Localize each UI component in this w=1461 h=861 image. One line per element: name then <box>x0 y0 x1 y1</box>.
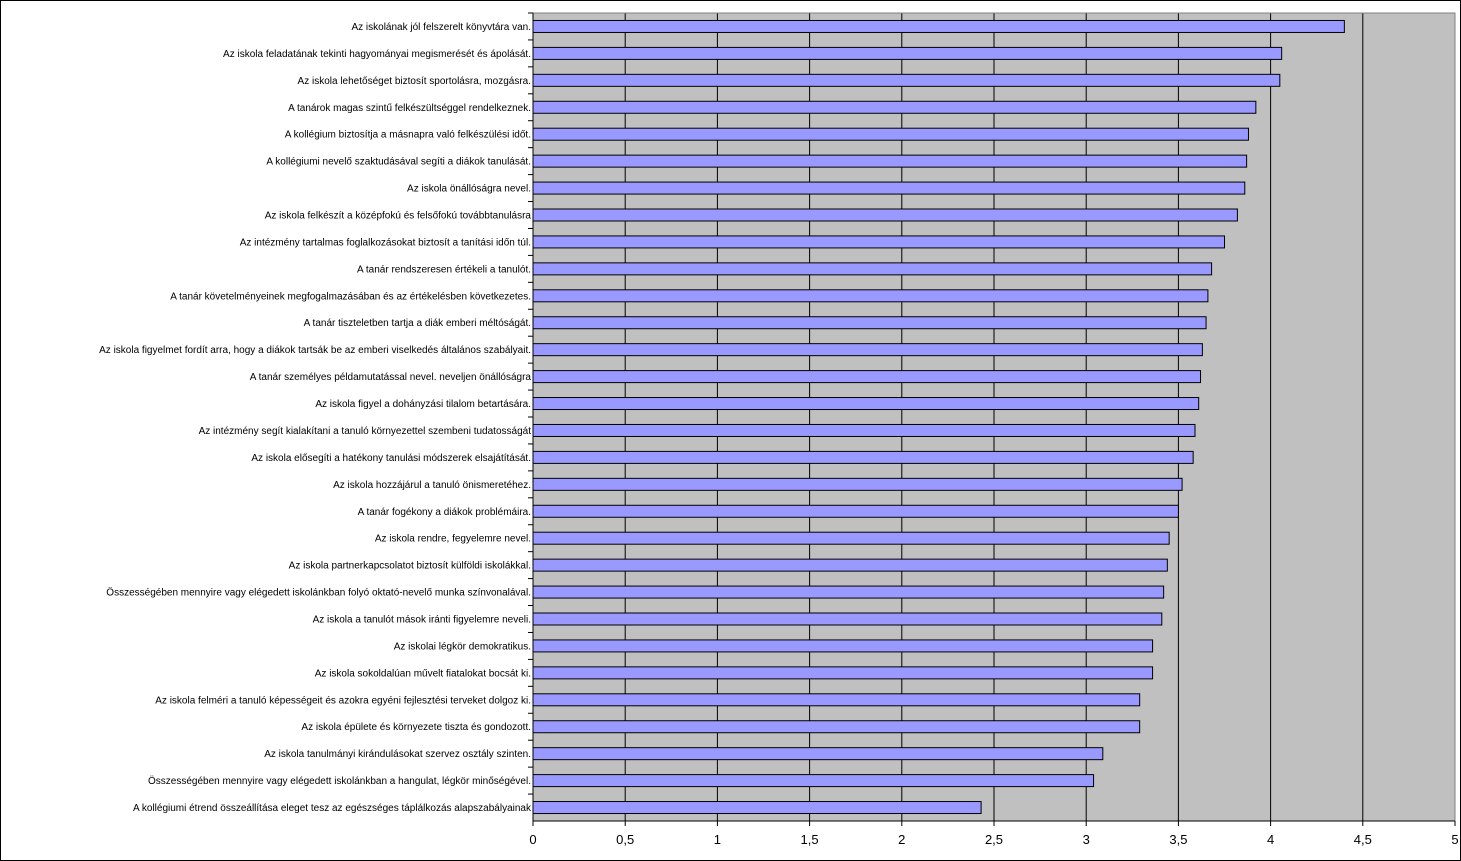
bar <box>532 46 1283 60</box>
bar <box>532 477 1183 491</box>
x-tick-label: 1,5 <box>801 832 819 847</box>
category-label: Az iskola a tanulót mások iránti figyele… <box>313 615 531 626</box>
bar <box>532 774 1095 788</box>
bar <box>532 100 1257 114</box>
bar <box>532 370 1202 384</box>
category-label: Az iskola tanulmányi kirándulásokat szer… <box>264 749 531 760</box>
bar <box>532 747 1104 761</box>
category-label: Az iskola épülete és környezete tiszta é… <box>301 722 531 733</box>
category-label: Az iskolának jól felszerelt könyvtára va… <box>351 22 531 33</box>
category-label: A tanár személyes példamutatással nevel.… <box>250 372 532 383</box>
bar <box>532 316 1207 330</box>
category-label: Az intézmény tartalmas foglalkozásokat b… <box>240 237 531 248</box>
bar <box>532 585 1165 599</box>
bar <box>532 801 982 815</box>
bar <box>532 73 1281 87</box>
category-label: Az iskola sokoldalúan művelt fiatalokat … <box>315 668 531 679</box>
bar <box>532 639 1154 653</box>
category-label: A tanár követelményeinek megfogalmazásáb… <box>170 291 531 302</box>
category-label: A tanár tiszteletben tartja a diák ember… <box>304 318 531 329</box>
bar <box>532 423 1196 437</box>
category-label: Az iskola lehetőséget biztosít sportolás… <box>298 76 531 87</box>
category-label: Az iskola önállóságra nevel. <box>407 184 531 195</box>
bar <box>532 720 1141 734</box>
category-label: A kollégiumi nevelő szaktudásával segíti… <box>266 157 531 168</box>
bar <box>532 558 1168 572</box>
x-tick-label: 1 <box>714 832 721 847</box>
x-tick-label: 4,5 <box>1354 832 1372 847</box>
category-label: Az iskola rendre, fegyelemre nevel. <box>375 534 531 545</box>
x-tick-label: 0,5 <box>616 832 634 847</box>
category-label: Összességében mennyire vagy elégedett is… <box>148 775 531 787</box>
category-label: Az iskola figyel a dohányzási tilalom be… <box>315 399 531 410</box>
bar <box>532 262 1213 276</box>
x-tick-label: 3,5 <box>1169 832 1187 847</box>
category-label: A kollégiumi étrend összeállítása eleget… <box>133 803 532 814</box>
category-label: Az iskola partnerkapcsolatot biztosít kü… <box>289 561 531 572</box>
category-label: Az iskola elősegíti a hatékony tanulási … <box>251 453 531 464</box>
category-label: Az intézmény segít kialakítani a tanuló … <box>199 426 532 437</box>
bar <box>532 450 1194 464</box>
bar <box>532 19 1345 33</box>
x-tick-label: 0 <box>529 832 536 847</box>
category-label: Az iskola hozzájárul a tanuló önismereté… <box>333 480 531 491</box>
bar <box>532 343 1203 357</box>
bar <box>532 289 1209 303</box>
category-label: Az iskola felkészít a középfokú és felső… <box>265 211 532 222</box>
bar <box>532 154 1248 168</box>
bar <box>532 208 1238 222</box>
bar <box>532 666 1154 680</box>
x-tick-label: 5 <box>1451 832 1458 847</box>
x-tick-label: 2,5 <box>985 832 1003 847</box>
x-tick-label: 3 <box>1083 832 1090 847</box>
bar <box>532 235 1225 249</box>
category-label: Az iskola felméri a tanuló képességeit é… <box>155 695 531 706</box>
x-tick-label: 4 <box>1267 832 1274 847</box>
bar <box>532 504 1179 518</box>
category-label: Az iskola figyelmet fordít arra, hogy a … <box>99 345 531 356</box>
category-label: A kollégium biztosítja a másnapra való f… <box>285 130 531 141</box>
bar <box>532 531 1170 545</box>
category-label: A tanár rendszeresen értékeli a tanulót. <box>357 264 531 275</box>
category-label: Az iskola feladatának tekinti hagyománya… <box>223 49 531 60</box>
bar <box>532 127 1249 141</box>
bar <box>532 181 1246 195</box>
bar <box>532 693 1141 707</box>
bar <box>532 612 1163 626</box>
x-tick-label: 2 <box>898 832 905 847</box>
category-label: A tanár fogékony a diákok problémáira. <box>358 507 531 518</box>
bar <box>532 397 1200 411</box>
category-label: Összességében mennyire vagy elégedett is… <box>106 587 531 599</box>
category-label: A tanárok magas szintű felkészültséggel … <box>288 103 531 114</box>
category-label: Az iskolai légkör demokratikus. <box>394 641 531 652</box>
